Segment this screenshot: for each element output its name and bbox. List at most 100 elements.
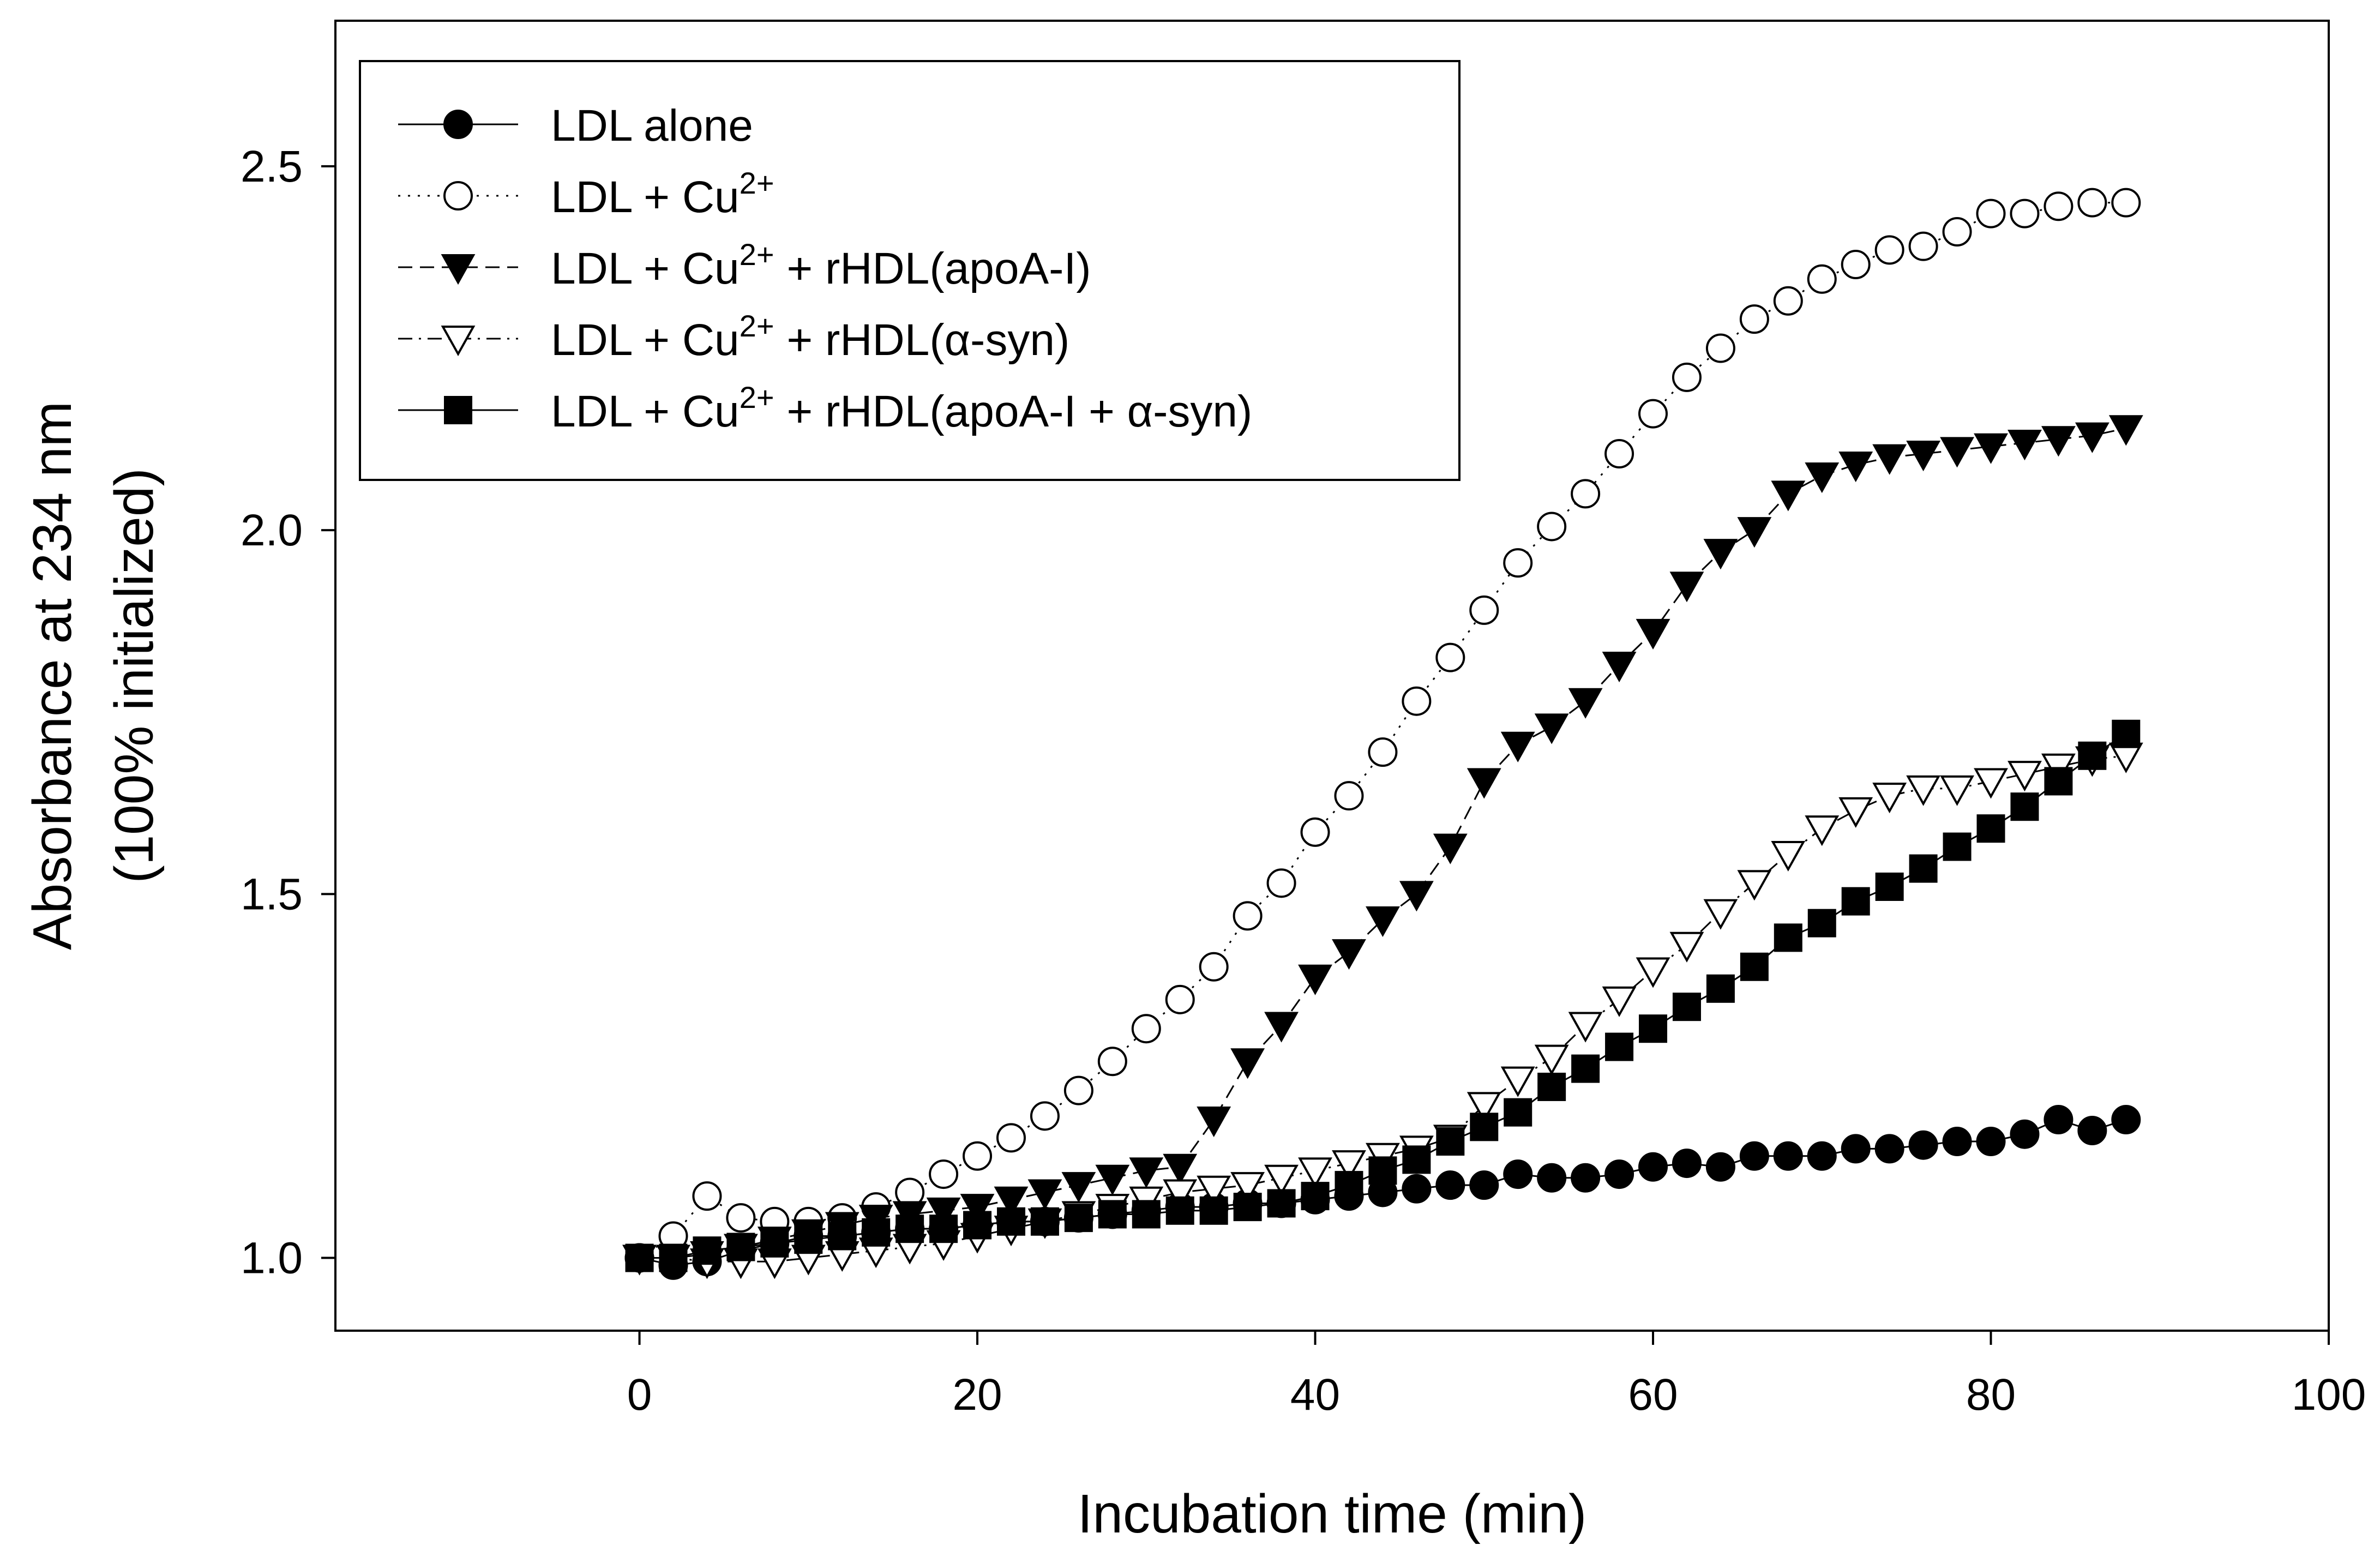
data-point xyxy=(1773,286,1803,316)
data-point xyxy=(994,1186,1029,1217)
data-point xyxy=(1672,362,1702,392)
data-point xyxy=(2008,761,2042,792)
data-point xyxy=(1436,1127,1465,1156)
y-axis: 1.0 1.5 2.0 2.5 xyxy=(241,142,335,1283)
data-point xyxy=(1197,1107,1231,1138)
data-point xyxy=(1230,1048,1265,1079)
data-point xyxy=(2041,426,2076,457)
data-point xyxy=(1771,480,1806,512)
data-point xyxy=(1774,923,1802,952)
data-point xyxy=(2008,429,2042,461)
data-point xyxy=(1672,1149,1702,1179)
data-point xyxy=(1568,688,1603,719)
legend-label-main: LDL alone xyxy=(551,101,753,151)
legend-item-1: LDL alone xyxy=(398,101,753,151)
data-point xyxy=(1805,815,1840,846)
legend-label-superscript: 2+ xyxy=(740,380,774,414)
data-point xyxy=(1739,1141,1769,1171)
data-point xyxy=(1638,1152,1668,1182)
legend-label: LDL alone xyxy=(551,101,753,151)
data-point xyxy=(963,1141,993,1171)
data-point xyxy=(1703,539,1738,570)
y-tick-label: 1.5 xyxy=(241,869,303,919)
data-point xyxy=(1906,440,1941,472)
data-point xyxy=(1402,1174,1432,1204)
data-point xyxy=(1470,1113,1499,1141)
data-point xyxy=(1027,1179,1062,1210)
data-point xyxy=(1300,817,1330,847)
data-point xyxy=(1672,993,1701,1021)
data-point xyxy=(1197,1175,1231,1206)
series-layer xyxy=(622,188,2143,1280)
data-point xyxy=(1976,199,2006,229)
series-line xyxy=(639,427,2126,1259)
data-point xyxy=(1063,1075,1093,1105)
data-point xyxy=(1636,957,1670,988)
data-point xyxy=(1636,618,1670,650)
data-point xyxy=(1807,264,1837,294)
data-point xyxy=(996,1207,1025,1236)
data-point xyxy=(1740,952,1769,981)
x-axis-label: Incubation time (min) xyxy=(1078,1483,1587,1544)
data-point xyxy=(1504,1098,1532,1127)
data-point xyxy=(1467,768,1501,799)
data-point xyxy=(1064,1204,1093,1233)
legend-label-main: LDL + Cu xyxy=(551,387,740,436)
data-point xyxy=(1332,1150,1366,1181)
data-point xyxy=(1129,1157,1164,1188)
data-point xyxy=(2075,422,2109,453)
data-point xyxy=(794,1225,823,1254)
data-point xyxy=(1604,1159,1634,1189)
data-point xyxy=(1132,1200,1161,1229)
data-point xyxy=(1435,642,1465,672)
data-point xyxy=(760,1229,789,1258)
data-point xyxy=(1061,1172,1096,1203)
data-point xyxy=(1605,1032,1634,1061)
data-point xyxy=(2010,1119,2040,1149)
data-point xyxy=(1163,1153,1198,1185)
data-point xyxy=(1940,437,1974,468)
data-point xyxy=(1366,906,1400,937)
legend-label: LDL + Cu2+ + rHDL(apoA-I + α-syn) xyxy=(551,380,1252,436)
legend-label-tail: + rHDL(α-syn) xyxy=(774,315,1070,365)
data-point xyxy=(1942,217,1972,247)
legend-marker xyxy=(443,181,473,211)
data-point xyxy=(1230,1172,1265,1203)
data-point xyxy=(1705,1152,1735,1182)
data-point xyxy=(2077,188,2107,218)
data-point xyxy=(1435,1170,1465,1200)
data-point xyxy=(1838,452,1873,483)
data-point xyxy=(1739,304,1769,334)
data-point xyxy=(1301,1182,1330,1211)
legend-marker xyxy=(441,254,476,285)
data-point xyxy=(693,1236,722,1265)
data-point xyxy=(2044,191,2074,221)
series-line xyxy=(639,755,2126,1263)
data-point xyxy=(1974,433,2008,464)
data-point xyxy=(1298,964,1332,995)
data-point xyxy=(926,1197,961,1228)
data-point xyxy=(1875,872,1904,901)
data-point xyxy=(1537,1072,1566,1101)
data-point xyxy=(1095,1164,1130,1195)
y-axis-label-line1: Absorbance at 234 nm xyxy=(22,401,83,950)
y-tick-label: 1.0 xyxy=(241,1234,303,1283)
data-point xyxy=(1571,479,1601,509)
y-tick-label: 2.5 xyxy=(241,142,303,191)
legend-label-main: LDL + Cu xyxy=(551,244,740,293)
data-point xyxy=(1298,1157,1332,1188)
data-point xyxy=(1940,775,1974,806)
y-axis-label-line2: (100% initialized) xyxy=(104,468,165,883)
data-point xyxy=(1942,1127,1972,1157)
data-point xyxy=(1534,1044,1569,1075)
data-point xyxy=(828,1222,857,1251)
x-tick-label: 20 xyxy=(952,1370,1002,1420)
series-2 xyxy=(624,188,2141,1273)
data-point xyxy=(1908,231,1938,261)
data-point xyxy=(1267,1189,1296,1218)
data-point xyxy=(1264,1012,1299,1043)
data-point xyxy=(2108,415,2143,446)
data-point xyxy=(1874,235,1904,265)
